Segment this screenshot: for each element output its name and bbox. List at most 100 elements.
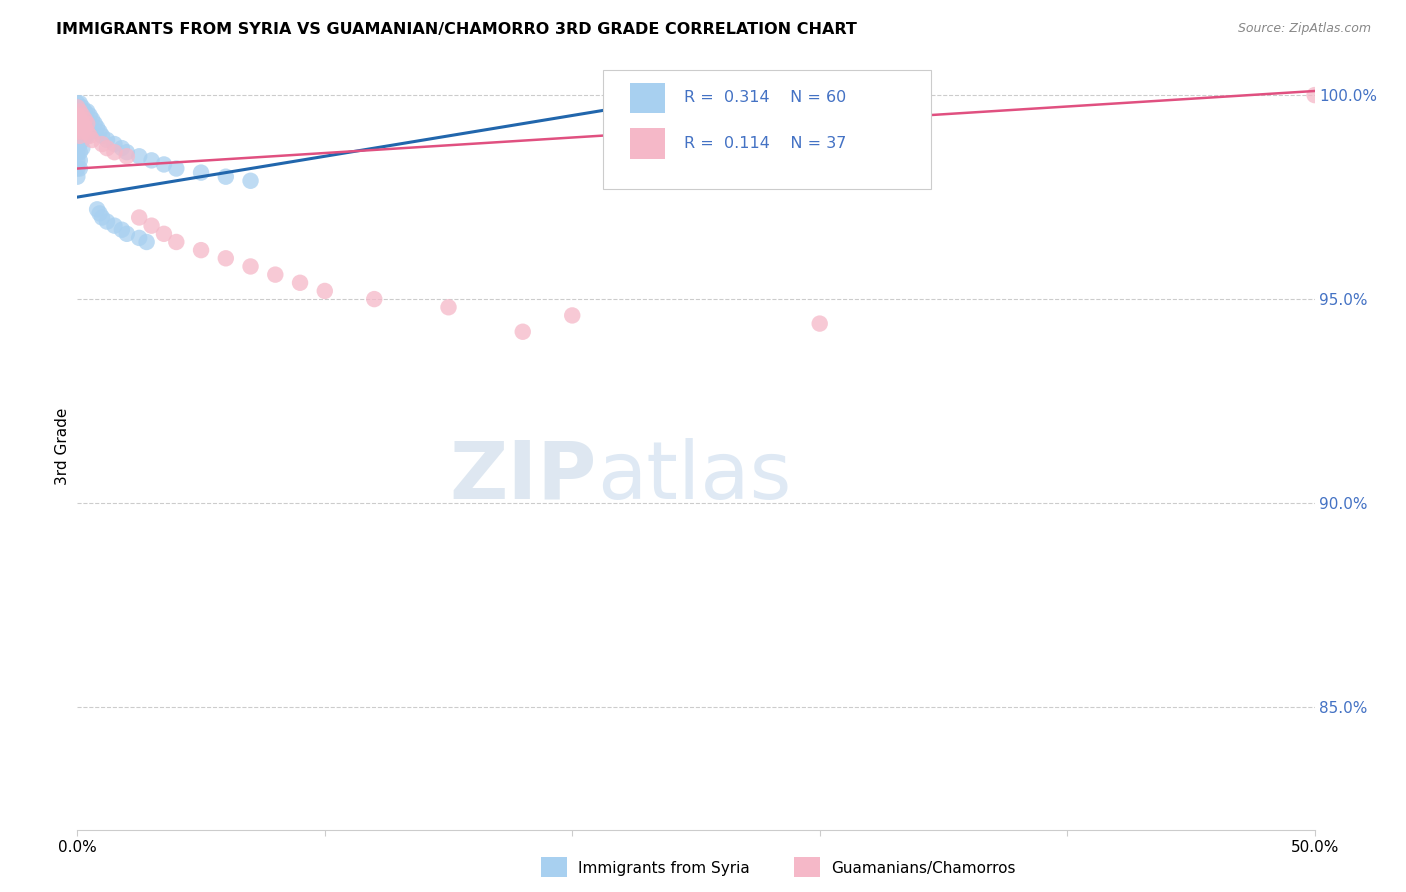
Point xyxy=(69,153,91,168)
Point xyxy=(165,161,187,176)
Point xyxy=(103,136,125,151)
Point xyxy=(72,117,94,131)
Point xyxy=(141,153,163,168)
Point xyxy=(314,284,336,298)
Point xyxy=(69,112,91,127)
Text: atlas: atlas xyxy=(598,438,792,516)
Point xyxy=(66,128,89,143)
Point xyxy=(153,227,176,241)
Point xyxy=(66,145,89,160)
Point xyxy=(69,120,91,135)
Point xyxy=(76,128,98,143)
Point xyxy=(72,125,94,139)
Point xyxy=(69,128,91,143)
Point xyxy=(69,128,91,143)
Point xyxy=(165,235,187,249)
Point xyxy=(79,128,101,143)
Point xyxy=(66,104,89,119)
Point xyxy=(69,96,91,111)
Point xyxy=(111,223,134,237)
Y-axis label: 3rd Grade: 3rd Grade xyxy=(55,408,70,484)
Point xyxy=(72,117,94,131)
Point xyxy=(190,243,212,257)
Point xyxy=(91,211,114,225)
Point xyxy=(66,112,89,127)
Point xyxy=(73,120,96,135)
Point xyxy=(76,117,98,131)
Point xyxy=(111,141,134,155)
Text: R =  0.114    N = 37: R = 0.114 N = 37 xyxy=(683,136,846,151)
Point xyxy=(153,157,176,171)
Point xyxy=(69,112,91,127)
Point xyxy=(66,153,89,168)
Point xyxy=(82,112,104,127)
Point xyxy=(73,128,96,143)
Point xyxy=(69,104,91,119)
Point xyxy=(66,125,89,139)
Point xyxy=(73,104,96,119)
Point xyxy=(1303,88,1326,103)
Point xyxy=(69,161,91,176)
Point xyxy=(215,169,238,184)
Point xyxy=(96,133,118,147)
Point xyxy=(103,219,125,233)
Point xyxy=(239,174,262,188)
Point xyxy=(72,108,94,122)
Point xyxy=(91,136,114,151)
Point xyxy=(69,145,91,160)
Point xyxy=(437,300,460,314)
Point xyxy=(66,96,89,111)
Point xyxy=(66,120,89,135)
Point xyxy=(115,149,138,163)
Point xyxy=(363,292,385,306)
Text: R =  0.314    N = 60: R = 0.314 N = 60 xyxy=(683,90,846,105)
Point xyxy=(115,227,138,241)
Text: Immigrants from Syria: Immigrants from Syria xyxy=(578,862,749,876)
Point xyxy=(135,235,157,249)
Point xyxy=(82,133,104,147)
Point xyxy=(115,145,138,160)
Point xyxy=(66,117,89,131)
Point xyxy=(79,108,101,122)
Point xyxy=(72,108,94,122)
Point xyxy=(288,276,311,290)
Point xyxy=(76,117,98,131)
Point xyxy=(91,128,114,143)
Point xyxy=(561,309,583,323)
Point xyxy=(79,125,101,139)
Point xyxy=(86,120,108,135)
FancyBboxPatch shape xyxy=(630,83,665,113)
Point xyxy=(69,120,91,135)
Point xyxy=(190,166,212,180)
Point xyxy=(808,317,831,331)
Point xyxy=(89,125,111,139)
Point xyxy=(96,214,118,228)
Text: Source: ZipAtlas.com: Source: ZipAtlas.com xyxy=(1237,22,1371,36)
Point xyxy=(66,100,89,114)
Point xyxy=(264,268,287,282)
FancyBboxPatch shape xyxy=(630,128,665,159)
Point xyxy=(66,136,89,151)
Point xyxy=(512,325,534,339)
Point xyxy=(96,141,118,155)
Point xyxy=(72,100,94,114)
Point xyxy=(76,104,98,119)
Point xyxy=(72,141,94,155)
Point xyxy=(141,219,163,233)
Point xyxy=(69,136,91,151)
Point xyxy=(73,112,96,127)
Point xyxy=(83,117,105,131)
Point xyxy=(103,145,125,160)
Text: IMMIGRANTS FROM SYRIA VS GUAMANIAN/CHAMORRO 3RD GRADE CORRELATION CHART: IMMIGRANTS FROM SYRIA VS GUAMANIAN/CHAMO… xyxy=(56,22,858,37)
Point xyxy=(685,88,707,103)
Point xyxy=(215,252,238,266)
Point xyxy=(66,169,89,184)
Point xyxy=(72,125,94,139)
FancyBboxPatch shape xyxy=(603,70,931,189)
Text: Guamanians/Chamorros: Guamanians/Chamorros xyxy=(831,862,1015,876)
Point xyxy=(239,260,262,274)
Point xyxy=(69,104,91,119)
Point xyxy=(86,202,108,217)
Point xyxy=(128,149,150,163)
Point xyxy=(66,108,89,122)
